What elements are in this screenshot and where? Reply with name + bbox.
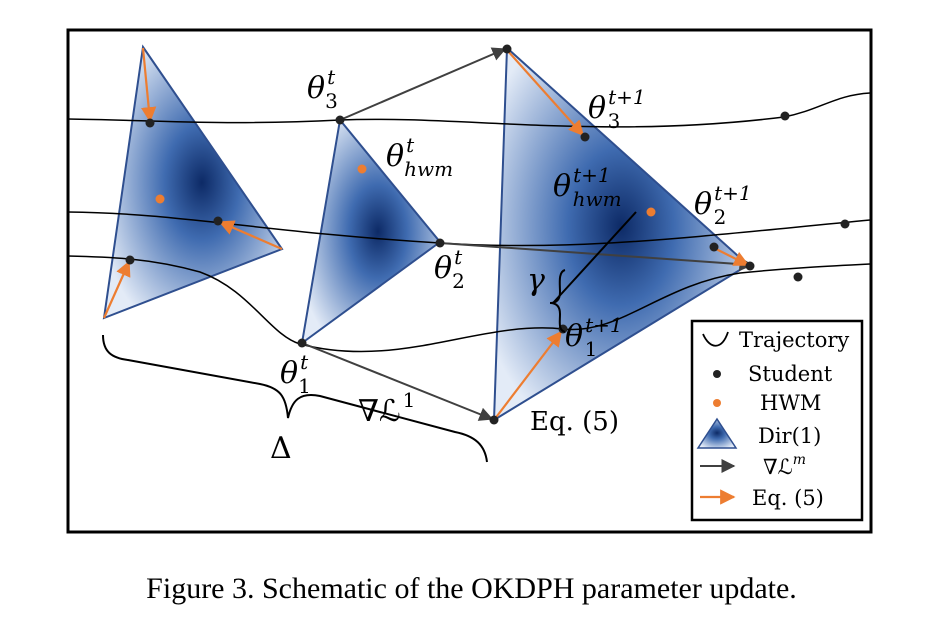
eq5-arrow-left-right [218,220,283,251]
student-dot [780,111,790,121]
student-dot [580,132,590,142]
simplex-right [492,45,750,422]
label-theta1-t1: θ t+1 1 [565,313,623,361]
student-dot [125,255,135,265]
gamma-brace [549,269,566,333]
hwm-points [155,164,656,217]
eq5-arrow-right-top [506,49,585,137]
student-dot [745,261,755,271]
label-eq5: Eq. (5) [530,407,619,437]
legend-label-eq5: Eq. (5) [752,486,824,510]
delta-brace [102,334,488,463]
hwm-dot [155,194,165,204]
eq5-arrow-right-bottom [493,330,562,421]
figure-caption: Figure 3. Schematic of the OKDPH paramet… [146,572,797,605]
label-theta3-t1: θ t+1 3 [588,85,646,133]
legend-label-trajectory: Trajectory [739,328,849,352]
student-dot [709,242,719,252]
legend-label-grad: ∇ℒm [763,452,806,479]
legend-trajectory-icon [702,331,729,347]
student-dot [145,118,155,128]
student-points [125,44,850,425]
eq5-arrow-right-right [713,247,750,266]
legend-label-dir: Dir(1) [758,424,821,448]
hwm-dot [646,207,656,217]
simplex-middle [300,117,442,346]
label-theta-hwm-t: θ t hwm [386,133,453,181]
student-dot [213,216,223,226]
label-grad: ∇ℒ 1 [358,388,415,429]
gamma-pointer [552,211,637,304]
student-dot [489,415,499,425]
eq5-arrow-left-bottom [102,260,131,319]
trajectory-1 [67,92,871,128]
grad-arrow-theta3 [339,47,507,121]
student-dot [840,219,850,229]
student-dot [297,338,307,348]
student-dot [335,115,345,125]
label-theta-hwm-t1: θ t+1 hwm [553,163,622,211]
legend-label-student: Student [748,362,833,386]
hwm-dot [357,164,367,174]
student-dot [793,272,803,282]
student-dot [435,238,445,248]
label-theta2-t1: θ t+1 2 [694,181,752,229]
legend-label-hwm: HWM [760,391,821,415]
label-delta: Δ [270,431,292,466]
legend: Trajectory Student HWM Dir(1) ∇ℒm Eq. (5… [690,319,864,522]
eq5-arrow-left-top [141,47,157,123]
legend-hwm-icon [713,399,721,407]
student-dot [502,44,512,54]
legend-dir-icon [696,417,738,449]
grad-arrow-theta1 [301,342,494,421]
label-gamma: γ [527,263,545,298]
legend-student-icon [713,370,721,378]
trajectory-3 [67,255,871,353]
grad-arrow-theta2 [439,242,754,272]
legend-box [690,319,864,522]
